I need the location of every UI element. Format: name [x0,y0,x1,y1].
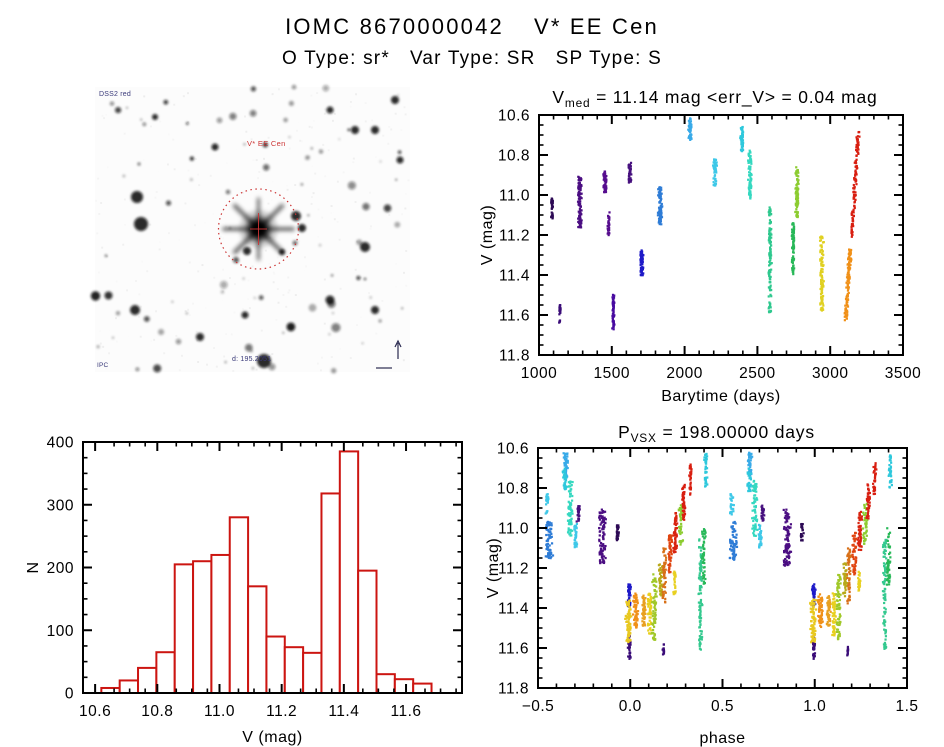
svg-text:Vmed = 11.14 mag <err_V> = 0.0: Vmed = 11.14 mag <err_V> = 0.04 mag [552,87,877,110]
svg-text:2000: 2000 [666,365,702,382]
svg-text:0.0: 0.0 [619,698,642,715]
svg-text:11.6: 11.6 [499,308,530,325]
svg-text:−0.5: −0.5 [522,698,555,715]
coordinate-annotation: d: 195.2051 [232,356,271,363]
page-title-id: IOMC 8670000042 [285,14,504,39]
subtitle-sptype: SP Type: S [555,48,662,69]
svg-text:11.4: 11.4 [498,601,529,618]
survey-label-annotation: DSS2 red [99,91,131,98]
svg-text:Barytime (days): Barytime (days) [661,388,781,405]
page-title: IOMC 8670000042 V* EE Cen [0,14,944,40]
svg-text:200: 200 [47,560,74,577]
svg-text:11.4: 11.4 [328,703,359,720]
svg-text:11.0: 11.0 [499,188,530,205]
phase-folded-plot: −0.5 0.0 0.5 1.0 1.5 10.6 10.8 11.0 11.2 11.4 11.6… [485,422,918,747]
svg-text:400: 400 [47,435,74,452]
svg-text:11.6: 11.6 [498,641,529,658]
svg-text:10.6: 10.6 [498,108,530,125]
svg-text:3500: 3500 [885,365,921,382]
svg-text:1.0: 1.0 [803,698,826,715]
subtitle-vartype: Var Type: SR [409,48,536,69]
svg-text:10.8: 10.8 [141,703,173,720]
compass-icon [376,339,402,369]
svg-text:11.0: 11.0 [498,521,529,538]
svg-text:1500: 1500 [594,365,630,382]
lightcurve-plot: 1000 1500 2000 2500 3000 3500 10.6 10.8 11.0 11.2… [479,87,921,405]
svg-text:10.8: 10.8 [498,148,530,165]
svg-text:11.2: 11.2 [499,228,530,245]
svg-text:3000: 3000 [812,365,848,382]
corner-annotation: IPC [97,362,109,369]
svg-text:11.2: 11.2 [266,703,297,720]
svg-text:10.6: 10.6 [497,441,529,458]
svg-text:11.6: 11.6 [391,703,422,720]
svg-text:11.4: 11.4 [499,268,530,285]
svg-text:11.2: 11.2 [498,561,529,578]
target-circle-annotation [217,188,300,270]
page-subtitle: O Type: sr* Var Type: SR SP Type: S [0,48,944,70]
svg-text:1000: 1000 [521,365,557,382]
target-name-annotation: V* EE Cen [247,139,286,148]
svg-text:11.8: 11.8 [499,348,530,365]
svg-text:0.5: 0.5 [711,698,734,715]
svg-text:10.6: 10.6 [79,703,111,720]
subtitle-otype: O Type: sr* [282,48,390,69]
finder-chart-image: V* EE Cen DSS2 red d: 195.2051 IPC [90,84,410,374]
svg-text:V (mag): V (mag) [479,205,496,265]
svg-text:10.8: 10.8 [497,481,529,498]
magnitude-histogram-plot: 10.6 10.8 11.0 11.2 11.4 11.6 0 100 200 300 400 V (… [25,435,463,746]
svg-text:300: 300 [47,497,74,514]
page-title-star: V* EE Cen [533,14,659,39]
svg-text:1.5: 1.5 [895,698,918,715]
svg-text:N: N [25,561,42,573]
svg-text:0: 0 [65,686,74,703]
svg-text:2500: 2500 [739,365,775,382]
svg-text:100: 100 [47,623,74,640]
svg-text:11.8: 11.8 [498,681,529,698]
svg-text:11.0: 11.0 [204,703,235,720]
svg-text:V (mag): V (mag) [242,729,302,746]
